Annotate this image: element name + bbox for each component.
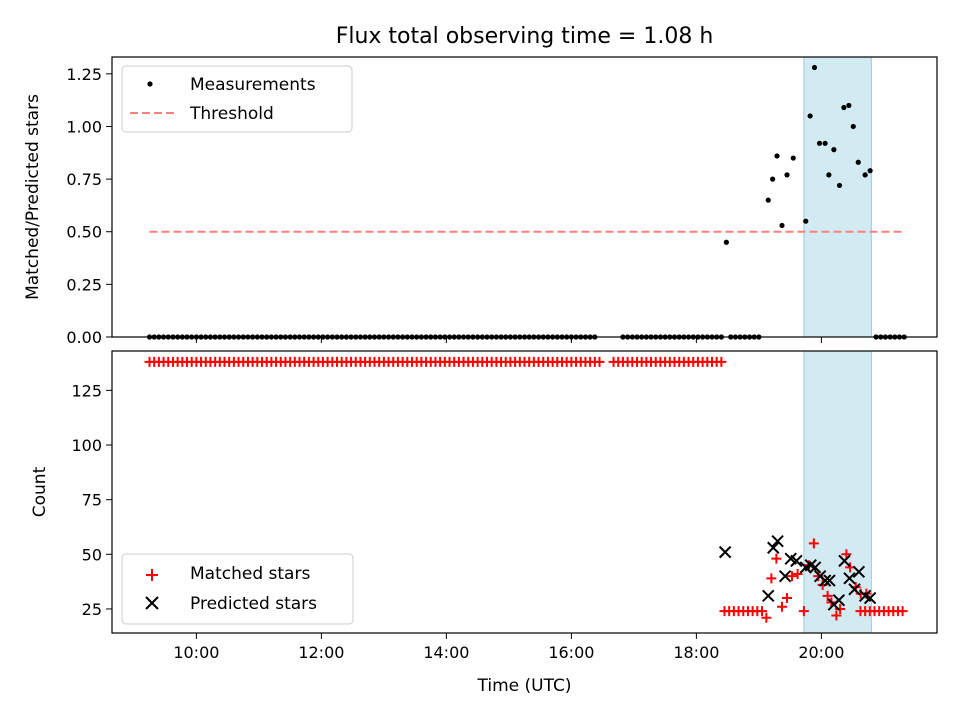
measurements-point (855, 159, 861, 165)
legend-threshold-label: Threshold (189, 104, 274, 124)
measurements-point (846, 102, 852, 109)
top-legend-box (121, 65, 353, 133)
matched-stars-point (798, 606, 809, 617)
bottom-legend: Matched stars Predicted stars (121, 553, 354, 625)
bottom-shaded-observing-span (803, 350, 872, 634)
legend-matched-stars-marker (146, 569, 158, 581)
predicted-stars-point (778, 569, 792, 583)
bottom-x-tick-label: 14:00 (423, 643, 469, 662)
matched-stars-point (782, 593, 792, 604)
bottom-y-tick-label: 50 (82, 545, 102, 564)
top-shaded-observing-span (803, 56, 872, 338)
legend-predicted-stars-label: Predicted stars (190, 594, 317, 614)
measurements-point (826, 172, 832, 178)
predicted-stars-point (771, 534, 784, 548)
matched-stars-point (897, 606, 908, 617)
matched-stars-point (757, 606, 767, 617)
measurements-point (774, 153, 780, 159)
measurements-point (779, 222, 785, 229)
measurements-point (765, 197, 771, 203)
matched-stars-point (761, 612, 772, 623)
measurements-point (784, 172, 790, 178)
measurements-point (811, 64, 818, 71)
measurements-point (790, 155, 796, 161)
predicted-stars-point (718, 545, 732, 559)
top-legend: Measurements Threshold (121, 65, 353, 133)
predicted-stars-point (790, 554, 803, 568)
top-y-axis-label: Matched/Predicted stars (23, 94, 43, 300)
bottom-x-tick-label: 16:00 (548, 643, 594, 662)
bottom-plot-frame (111, 350, 938, 634)
measurements-point (850, 123, 856, 130)
predicted-stars-point (767, 541, 780, 554)
bottom-panel: 10:00 12:00 14:00 16:00 18:00 20:00 25 50 75 100 1… (30, 350, 938, 696)
top-panel: 0.00 0.25 0.50 0.75 1.00 1.25 Matched/Predict… (23, 56, 938, 347)
top-axis-layer: 0.00 0.25 0.50 0.75 1.00 1.25 (66, 65, 822, 347)
top-y-tick-label: 0.00 (66, 328, 102, 347)
bottom-x-tick-label: 20:00 (798, 643, 844, 662)
measurements-point (862, 172, 868, 178)
predicted-stars-point (838, 554, 851, 568)
bottom-y-tick-label: 75 (82, 491, 102, 510)
measurements-point (836, 182, 843, 189)
measurements-point (723, 239, 729, 245)
legend-matched-stars-label: Matched stars (190, 564, 310, 584)
bottom-y-tick-label: 100 (71, 436, 102, 455)
bottom-shaded-span-layer (803, 350, 872, 634)
measurements-point (841, 104, 847, 111)
matched-stars-point (787, 571, 797, 582)
top-y-tick-label: 1.25 (66, 65, 102, 84)
matched-stars-point (792, 568, 803, 579)
chart-title: Flux total observing time = 1.08 h (336, 24, 714, 49)
measurements-point (807, 113, 813, 119)
measurements-point (831, 147, 837, 153)
top-y-tick-label: 0.25 (66, 275, 102, 294)
predicted-stars-point (832, 594, 846, 607)
measurements-point (803, 218, 809, 224)
bottom-y-axis-label: Count (30, 466, 50, 517)
matched-stars-point (808, 538, 819, 549)
legend-measurements-label: Measurements (190, 75, 316, 95)
predicted-stars-point (863, 591, 877, 605)
matched-stars-point (835, 603, 846, 614)
bottom-x-axis-label: Time (UTC) (477, 676, 572, 696)
bottom-x-tick-label: 10:00 (173, 643, 219, 662)
predicted-stars-point (848, 583, 861, 596)
measurements-point (816, 140, 823, 146)
matched-stars-point (831, 610, 842, 621)
measurements-point (822, 140, 828, 146)
top-y-tick-label: 0.50 (66, 223, 102, 242)
measurements-point (770, 176, 776, 182)
matched-stars-point (777, 601, 787, 612)
bottom-legend-box (121, 553, 354, 625)
bottom-marks-layer (144, 356, 908, 623)
top-shaded-span-layer (803, 56, 872, 338)
matched-stars-point (771, 553, 782, 564)
predicted-stars-point (823, 574, 836, 587)
matched-stars-point (594, 356, 605, 367)
matched-stars-point (766, 573, 777, 584)
matched-stars-point (822, 590, 833, 601)
legend-predicted-stars-marker (145, 596, 159, 610)
predicted-stars-point (852, 565, 866, 578)
predicted-stars-point (818, 574, 832, 587)
bottom-x-tick-label: 12:00 (298, 643, 344, 662)
bottom-y-tick-label: 125 (71, 381, 102, 400)
predicted-stars-point (843, 572, 856, 585)
measurements-point (867, 168, 873, 174)
bottom-x-tick-label: 18:00 (673, 643, 719, 662)
top-y-tick-label: 0.75 (66, 170, 102, 189)
matched-stars-point (716, 356, 727, 367)
bottom-axis-layer: 10:00 12:00 14:00 16:00 18:00 20:00 25 50 75 100 1… (71, 381, 844, 662)
top-y-tick-label: 1.00 (66, 117, 102, 136)
top-plot-frame (111, 56, 938, 338)
predicted-stars-point (762, 589, 775, 603)
legend-measurements-marker (147, 81, 153, 87)
bottom-y-tick-label: 25 (82, 600, 102, 619)
predicted-stars-point (808, 561, 822, 574)
